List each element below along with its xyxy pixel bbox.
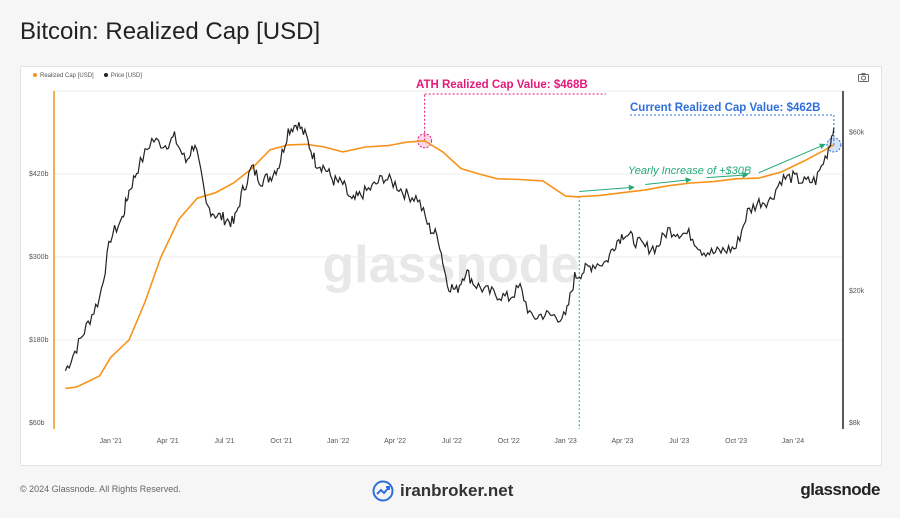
y-right-tick-label: $8k	[849, 420, 861, 427]
ath-label: ATH Realized Cap Value: $468B	[416, 79, 588, 91]
x-tick-label: Apr '22	[384, 438, 406, 445]
x-tick-label: Jan '24	[782, 438, 804, 445]
x-tick-label: Jan '21	[100, 438, 122, 445]
chart-title: Bitcoin: Realized Cap [USD]	[20, 18, 321, 45]
yearly-increase-arrow	[579, 184, 635, 192]
legend: Realized Cap [USD] Price [USD]	[33, 73, 142, 79]
legend-dot-realized-cap	[33, 73, 37, 78]
legend-item-price[interactable]: Price [USD]	[103, 73, 143, 79]
annotations	[417, 93, 842, 429]
annotation-labels: ATH Realized Cap Value: $468B Current Rea…	[416, 79, 820, 177]
x-tick-label: Apr '23	[611, 438, 633, 445]
x-tick-label: Jul '23	[669, 438, 689, 445]
current-label: Current Realized Cap Value: $462B	[630, 102, 820, 114]
yearly-increase-arrow	[706, 172, 749, 179]
legend-dot-price	[103, 73, 108, 78]
y-right-tick-label: $60k	[849, 129, 865, 136]
watermark-site: iranbroker.net	[400, 481, 514, 500]
x-tick-label: Oct '23	[725, 438, 747, 445]
yearly-increase-arrow	[645, 177, 692, 186]
x-tick-label: Oct '22	[498, 438, 520, 445]
glassnode-watermark: glassnode	[322, 236, 579, 294]
copyright-text: © 2024 Glassnode. All Rights Reserved.	[20, 484, 181, 494]
y-left-tick-label: $300b	[29, 254, 49, 261]
yearly-increase-label: Yearly Increase of +$30B	[628, 165, 751, 177]
realized-cap-line	[65, 139, 835, 390]
camera-icon[interactable]	[858, 73, 869, 85]
watermark-logo: iranbroker.net	[372, 480, 513, 502]
x-tick-label: Apr '21	[157, 438, 179, 445]
gridlines	[54, 90, 843, 341]
chart-card: Realized Cap [USD] Price [USD] glassnode…	[20, 66, 882, 466]
y-left-tick-label: $420b	[29, 171, 49, 178]
x-axis-labels: Jan '21 Apr '21 Jul '21 Oct '21 Jan '22 Apr '…	[100, 438, 805, 445]
chart-plot: glassnode $60b $180b $300b $420b $8k $20k $60k…	[29, 79, 865, 445]
y-right-tick-label: $20k	[849, 288, 865, 295]
x-tick-label: Jan '22	[327, 438, 349, 445]
yearly-increase-arrow	[758, 143, 826, 174]
legend-label-realized-cap: Realized Cap [USD]	[40, 73, 94, 79]
x-tick-label: Jul '21	[215, 438, 235, 445]
x-tick-label: Jan '23	[554, 438, 576, 445]
y-left-tick-label: $60b	[29, 420, 45, 427]
x-tick-label: Jul '22	[442, 438, 462, 445]
legend-label-price: Price [USD]	[110, 73, 143, 79]
y-axis-labels: $60b $180b $300b $420b $8k $20k $60k	[29, 129, 865, 427]
legend-item-realized-cap[interactable]: Realized Cap [USD]	[33, 73, 94, 79]
brand-logo: glassnode	[800, 480, 880, 499]
price-line	[64, 122, 835, 372]
y-left-tick-label: $180b	[29, 337, 49, 344]
chart-growth-icon	[372, 480, 394, 502]
x-tick-label: Oct '21	[270, 438, 292, 445]
